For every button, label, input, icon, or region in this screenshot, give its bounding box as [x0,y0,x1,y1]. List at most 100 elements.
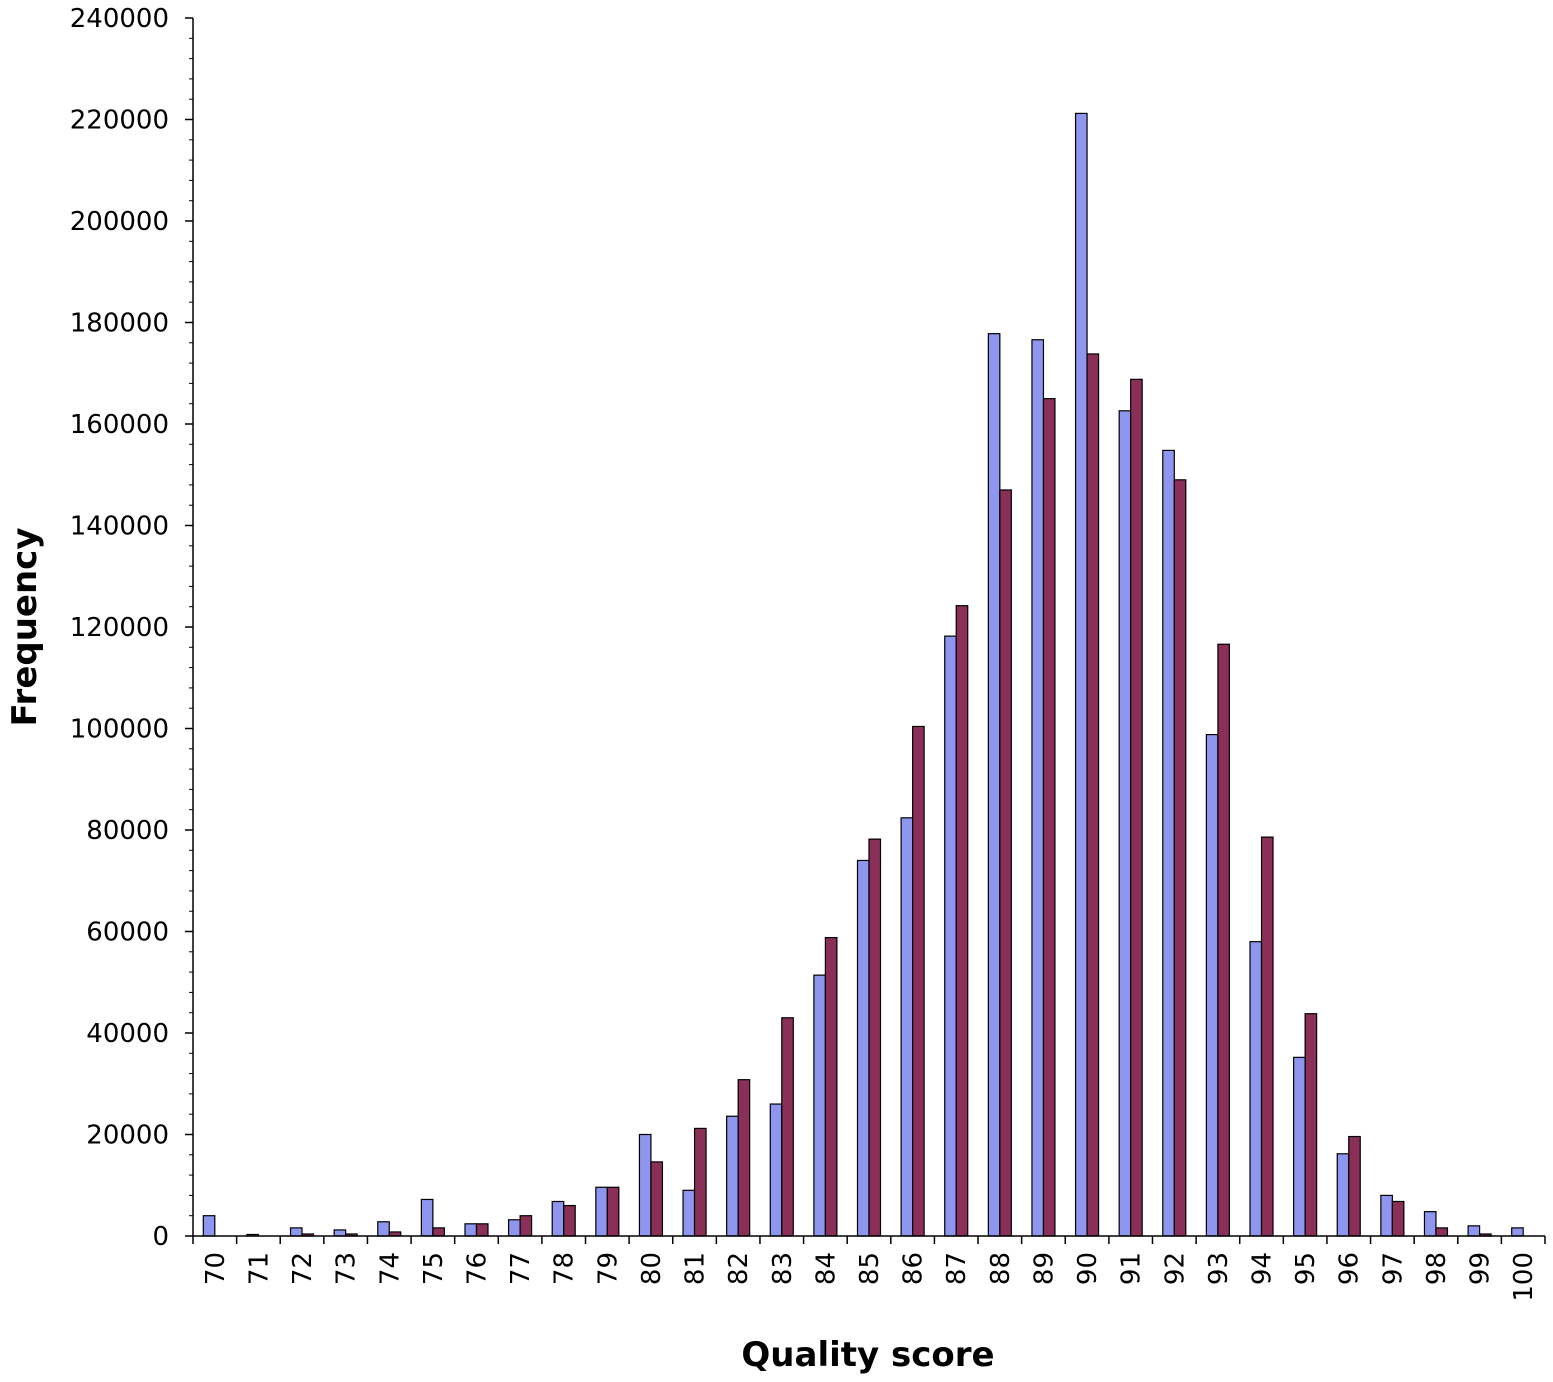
x-tick-label: 77 [506,1252,536,1285]
bar-series-2-85 [868,838,882,1237]
bar-series-2-77 [519,1215,533,1237]
bar-series-1-84 [813,974,826,1237]
bar-series-1-92 [1162,449,1175,1237]
bar-series-1-100 [1511,1227,1524,1237]
x-tick-label: 82 [724,1252,754,1285]
bar-series-2-98 [1435,1227,1449,1237]
x-tick-label: 83 [768,1252,798,1285]
bar-series-1-80 [638,1133,652,1237]
y-tick-label: 180000 [70,309,169,339]
y-axis-title: Frequency [5,527,45,726]
x-tick-label: 96 [1335,1252,1365,1285]
bar-series-2-79 [606,1186,620,1237]
bar-series-1-97 [1380,1194,1393,1237]
x-axis-title: Quality score [741,1335,994,1375]
bar-series-1-73 [333,1229,347,1237]
x-tick-label: 84 [811,1252,841,1285]
x-tick-label: 95 [1291,1252,1321,1285]
bar-series-1-93 [1205,733,1219,1237]
x-tick-label: 73 [332,1252,362,1285]
y-tick-label: 140000 [70,512,169,542]
bar-series-1-88 [987,333,1001,1237]
axes [192,18,1545,1237]
y-tick-label: 80000 [86,816,169,846]
bar-series-2-95 [1304,1013,1318,1237]
y-tick-label: 160000 [70,410,169,440]
bar-series-2-91 [1130,378,1143,1237]
bar-series-2-80 [650,1161,664,1237]
y-tick-label: 0 [152,1222,169,1252]
bar-series-1-81 [682,1189,696,1237]
bar-series-1-95 [1293,1056,1306,1237]
x-tick-label: 99 [1466,1252,1496,1285]
x-tick-label: 86 [899,1252,929,1285]
bar-series-2-88 [999,489,1012,1237]
x-tick-label: 74 [375,1252,405,1285]
bar-series-2-97 [1391,1200,1405,1237]
bar-series-1-78 [551,1200,565,1237]
bar-series-2-78 [563,1204,576,1237]
bar-series-1-90 [1074,112,1088,1237]
x-tick-label: 100 [1509,1252,1539,1302]
y-tick-label: 40000 [86,1019,169,1049]
bar-series-1-86 [900,817,914,1237]
bar-series-1-96 [1336,1153,1350,1237]
x-tick-label: 98 [1422,1252,1452,1285]
x-tick-label: 75 [419,1252,449,1285]
bar-series-1-83 [769,1103,783,1237]
x-tick-label: 89 [1029,1252,1059,1285]
bar-series-1-87 [944,635,957,1237]
x-tick-labels: 70 71 72 73 74 75 76 77 78 79 80 81 82 83 84 85 86 87 88 89… [201,1252,1539,1302]
x-tick-label: 72 [288,1252,318,1285]
bar-series-2-87 [955,605,969,1237]
bar-series-2-83 [781,1017,794,1237]
bar-series-1-82 [726,1115,739,1237]
x-tick-label: 91 [1117,1252,1147,1285]
x-tick-label: 80 [637,1252,667,1285]
y-tick-label: 120000 [70,613,169,643]
x-tick-label: 87 [942,1252,972,1285]
bar-series-2-84 [824,936,838,1237]
x-tick-label: 93 [1204,1252,1234,1285]
x-tick-label: 81 [681,1252,711,1285]
x-tick-label: 88 [986,1252,1016,1285]
x-tick-label: 92 [1160,1252,1190,1285]
bar-series-1-75 [420,1198,434,1237]
bar-series-2-86 [912,725,925,1237]
bar-series-2-92 [1173,479,1187,1237]
x-tick-label: 70 [201,1252,231,1285]
bar-series-2-94 [1260,836,1274,1237]
bar-series-1-99 [1467,1225,1481,1237]
y-tick-labels: 0 20000 40000 60000 80000 100000 120000 140000 1… [70,4,169,1252]
x-tick-label: 71 [244,1252,274,1285]
x-tick-label: 90 [1073,1252,1103,1285]
y-tick-label: 60000 [86,918,169,948]
bar-series-1-74 [377,1221,390,1237]
bars [202,112,1524,1237]
y-tick-label: 20000 [86,1121,169,1151]
y-tick-label: 220000 [70,106,169,136]
bar-series-1-91 [1118,410,1132,1237]
bar-series-2-93 [1217,643,1231,1237]
bar-series-1-98 [1423,1211,1437,1237]
y-tick-label: 200000 [70,207,169,237]
bar-series-2-90 [1086,353,1100,1237]
y-tick-label: 100000 [70,715,169,745]
x-tick-label: 78 [550,1252,580,1285]
bar-series-1-79 [595,1186,608,1237]
bar-series-1-76 [464,1223,478,1237]
x-tick-label: 76 [462,1252,492,1285]
bar-series-1-70 [202,1215,216,1237]
bar-series-2-96 [1348,1135,1361,1237]
bar-series-1-85 [856,859,870,1237]
bar-series-2-82 [737,1079,751,1237]
bar-series-2-89 [1042,398,1056,1237]
bar-series-1-72 [289,1227,303,1237]
y-tick-label: 240000 [70,4,169,34]
x-tick-label: 94 [1248,1252,1278,1285]
bar-series-1-89 [1031,339,1045,1237]
bar-series-1-77 [507,1219,521,1237]
bar-series-2-81 [693,1127,707,1237]
bar-series-2-75 [432,1227,445,1237]
